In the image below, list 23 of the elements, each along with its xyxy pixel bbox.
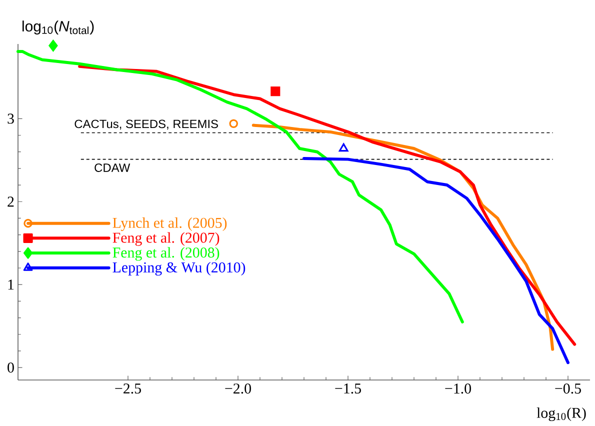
ref-line-label: CACTus, SEEDS, REEMIS — [74, 120, 218, 130]
x-axis-title: log$_{10}$(R) — [536, 407, 586, 422]
text: Lepping & Wu (2010) — [112, 262, 246, 276]
y-axis-title: log$_{10}$(N$_{total}$) — [22, 20, 94, 34]
point — [48, 40, 58, 52]
ref-line-label: CDAW — [94, 164, 130, 172]
y-tick-label: 3 — [8, 114, 14, 124]
x-tick-label: −2.0 — [225, 384, 251, 394]
point — [229, 119, 238, 128]
text: Feng et al. (2007) — [112, 232, 220, 246]
y-tick-label: 2 — [8, 196, 14, 207]
x-tick-label: −1.0 — [445, 384, 471, 394]
point — [270, 86, 280, 96]
line-series — [302, 156, 570, 364]
point — [338, 143, 348, 152]
y-tick-label: 1 — [8, 280, 14, 290]
text: Feng et al. (2008) — [112, 247, 220, 261]
line-series — [16, 50, 464, 324]
x-tick-label: −2.5 — [115, 384, 141, 394]
text: Lynch et al. (2005) — [112, 217, 227, 231]
y-tick-label: 0 — [8, 362, 14, 373]
x-tick-label: −0.5 — [555, 384, 581, 394]
x-tick-label: −1.5 — [335, 384, 361, 394]
